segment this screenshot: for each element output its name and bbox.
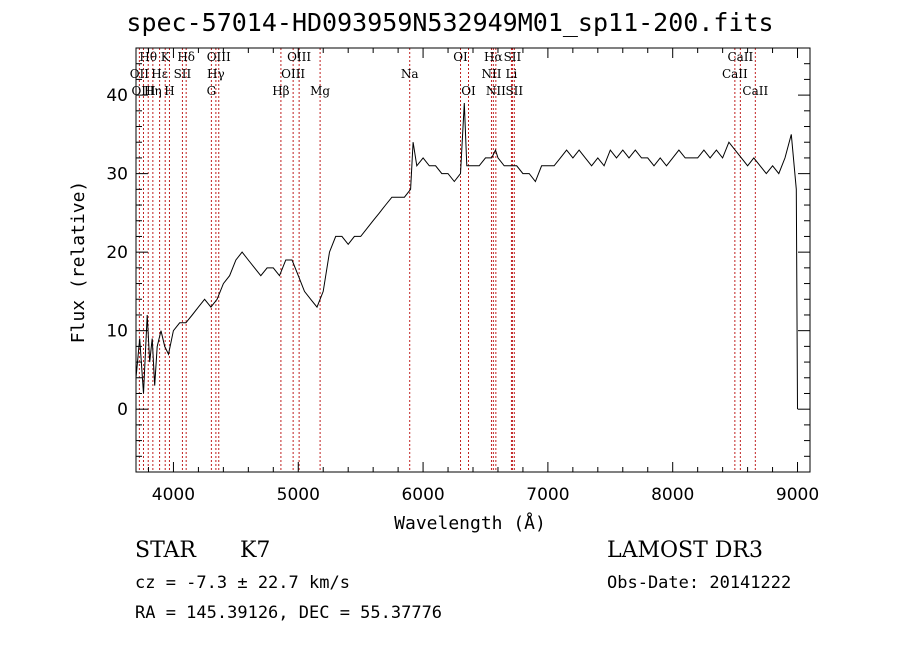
line-label-12: Hβ: [272, 84, 289, 98]
object-subclass: K7: [240, 538, 271, 563]
x-tick-label-4: 8000: [651, 485, 694, 505]
line-label-8: Hδ: [177, 50, 195, 64]
line-label-26: CaII: [722, 67, 748, 81]
line-label-20: NII: [481, 67, 501, 81]
x-tick-label-3: 7000: [526, 485, 569, 505]
line-label-17: OI: [453, 50, 468, 64]
line-label-14: OIII: [281, 67, 305, 81]
x-tick-label-2: 6000: [401, 485, 444, 505]
object-class: STAR: [135, 538, 196, 563]
line-label-2: OIII: [131, 84, 155, 98]
line-label-22: SII: [504, 50, 522, 64]
line-label-23: Li: [506, 67, 518, 81]
x-tick-label-5: 9000: [776, 485, 819, 505]
line-label-19: Hα: [484, 50, 503, 64]
x-axis-ticks: 4000 5000 6000 7000 8000 9000: [147, 48, 819, 505]
x-axis-label: Wavelength (Å): [394, 512, 546, 534]
line-label-9: OIII: [207, 50, 231, 64]
line-label-24: SII: [505, 84, 523, 98]
survey-name: LAMOST DR3: [607, 538, 763, 563]
line-label-1: OII: [130, 67, 150, 81]
redshift-velocity: cz = -7.3 ± 22.7 km/s: [135, 573, 350, 593]
line-label-13: OIII: [287, 50, 311, 64]
line-label-7: H: [164, 84, 174, 98]
line-label-10: Hγ: [207, 67, 225, 81]
spectrum-series-line: [135, 102, 798, 410]
line-label-18: OI: [461, 84, 476, 98]
line-label-4: Hε: [151, 67, 168, 81]
line-label-21: NII: [486, 84, 506, 98]
y-tick-label-2: 20: [106, 243, 128, 263]
line-label-27: CaII: [742, 84, 768, 98]
y-tick-label-1: 10: [106, 322, 128, 342]
x-tick-label-0: 4000: [152, 485, 195, 505]
coordinates: RA = 145.39126, DEC = 55.37776: [135, 603, 443, 623]
y-tick-label-4: 40: [106, 86, 128, 106]
line-label-6: SII: [174, 67, 192, 81]
line-label-15: Mg: [310, 84, 330, 98]
plot-frame: [135, 47, 811, 473]
line-label-5: Hη: [144, 84, 162, 98]
observation-date: Obs-Date: 20141222: [607, 573, 792, 593]
line-label-11: G: [207, 84, 217, 98]
x-tick-label-1: 5000: [277, 485, 320, 505]
chart-title: spec-57014-HD093959N532949M01_sp11-200.f…: [126, 8, 774, 37]
line-label-16: Na: [401, 67, 419, 81]
line-label-3: K: [161, 50, 171, 64]
spectral-line-markers: [138, 48, 756, 472]
y-tick-label-0: 0: [117, 400, 128, 420]
y-tick-label-3: 30: [106, 165, 128, 185]
y-axis-ticks: 0 10 20 30 40: [106, 63, 810, 457]
line-label-25: CaII: [727, 50, 753, 64]
y-axis-label: Flux (relative): [68, 181, 89, 344]
line-label-0: Hθ: [139, 50, 157, 64]
